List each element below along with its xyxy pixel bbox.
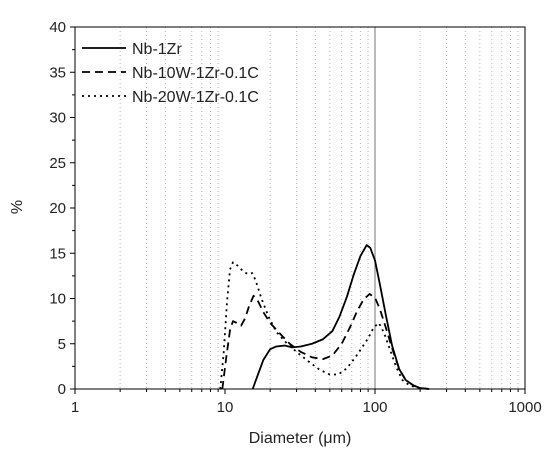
series-layer	[219, 244, 430, 390]
y-tick-label: 0	[58, 381, 66, 398]
grid-layer	[119, 27, 519, 389]
y-tick-label: 35	[49, 64, 66, 81]
series-line-3	[219, 261, 430, 390]
legend-label-2: Nb-10W-1Zr-0.1C	[132, 65, 259, 82]
y-axis-title: %	[9, 200, 26, 214]
y-tick-label: 15	[49, 245, 66, 262]
x-tick-label: 1000	[508, 399, 541, 416]
legend-label-1: Nb-1Zr	[132, 41, 182, 58]
legend: Nb-1Zr Nb-10W-1Zr-0.1C Nb-20W-1Zr-0.1C	[82, 41, 259, 106]
x-tick-label: 10	[217, 399, 234, 416]
y-tick-label: 10	[49, 291, 66, 308]
series-line-1	[251, 244, 430, 390]
x-tick-label: 100	[362, 399, 387, 416]
x-axis-title: Diameter (μm)	[249, 430, 352, 447]
y-tick-label: 25	[49, 155, 66, 172]
ticks-layer: 1 10 100 1000 0 5 10 15 20 25 30 35 40	[49, 19, 541, 416]
x-tick-label: 1	[71, 399, 79, 416]
series-line-2	[221, 293, 430, 390]
legend-label-3: Nb-20W-1Zr-0.1C	[132, 89, 259, 106]
y-tick-label: 20	[49, 200, 66, 217]
y-tick-label: 40	[49, 19, 66, 36]
y-tick-label: 5	[58, 336, 66, 353]
y-tick-label: 30	[49, 110, 66, 127]
